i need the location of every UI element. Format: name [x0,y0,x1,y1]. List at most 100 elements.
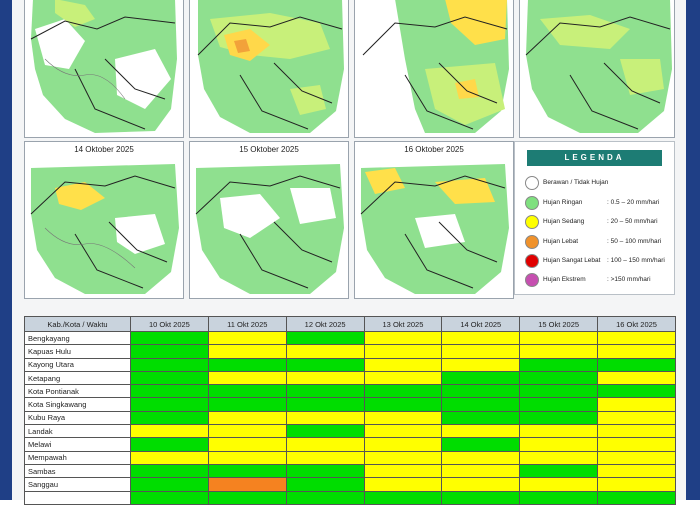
header-date: 15 Okt 2025 [519,316,599,332]
forecast-cell [207,463,287,479]
forecast-cell [441,424,521,439]
forecast-cell [285,424,365,439]
table-row: Sambas [24,463,676,479]
map-date-label: 14 Oktober 2025 [74,145,134,154]
forecast-cell [130,370,209,386]
header-date: 16 Okt 2025 [597,316,676,332]
forecast-cell [597,477,676,492]
right-border-strip [686,0,700,500]
region-name: Sambas [24,463,131,479]
legend-item: Hujan Sedang : 20 – 50 mm/hari [525,215,675,229]
table-row: Bengkayang [24,330,676,346]
map-graphic [190,158,348,298]
legend-range: : 100 – 150 mm/hari [607,257,665,264]
legend-item: Berawan / Tidak Hujan [525,176,675,190]
legend-range: : >150 mm/hari [607,276,651,283]
forecast-cell [597,410,676,426]
forecast-cell [519,450,599,465]
rainfall-map-1 [24,0,184,138]
table-row: Sanggau [24,477,676,492]
map-graphic [190,0,348,137]
forecast-cell [519,344,599,359]
forecast-cell [130,330,209,346]
map-graphic [355,158,513,298]
forecast-cell [207,344,287,359]
table-row: Kota Singkawang [24,397,676,412]
forecast-cell [207,450,287,465]
header-date: 14 Okt 2025 [441,316,521,332]
region-name: Kapuas Hulu [24,344,131,359]
table-row: Kapuas Hulu [24,344,676,359]
forecast-table: Kab./Kota / Waktu 10 Okt 2025 11 Okt 202… [24,316,676,505]
header-date: 12 Okt 2025 [285,316,365,332]
region-name: Sanggau [24,477,131,492]
forecast-cell [130,410,209,426]
forecast-cell [519,384,599,399]
forecast-cell [363,397,443,412]
forecast-cell [285,397,365,412]
forecast-cell [363,370,443,386]
forecast-cell [285,463,365,479]
forecast-cell [441,344,521,359]
table-row: Kubu Raya [24,410,676,426]
forecast-cell [597,344,676,359]
forecast-cell [441,437,521,452]
forecast-cell [441,477,521,492]
legend-label: Hujan Ekstrem [543,276,586,283]
forecast-cell [441,450,521,465]
swatch-purple-icon [525,273,539,287]
rainfall-map-7: 16 Oktober 2025 [354,141,514,299]
header-region: Kab./Kota / Waktu [24,316,131,332]
legend-label: Hujan Ringan [543,199,583,206]
map-date-label: 16 Oktober 2025 [404,145,464,154]
legend-panel: LEGENDA Berawan / Tidak Hujan Hujan Ring… [514,141,675,295]
table-row: Kota Pontianak [24,384,676,399]
forecast-cell [285,450,365,465]
forecast-cell [519,490,599,505]
rainfall-map-2 [189,0,349,138]
region-name: Kota Pontianak [24,384,131,399]
map-graphic [355,0,513,137]
forecast-cell [285,357,365,372]
table-row: Kayong Utara [24,357,676,372]
table-row: Ketapang [24,370,676,386]
forecast-cell [207,477,287,492]
map-date-label: 15 Oktober 2025 [239,145,299,154]
forecast-cell [363,463,443,479]
forecast-cell [285,490,365,505]
forecast-cell [207,330,287,346]
region-name: Melawi [24,437,131,452]
left-border-strip [0,0,12,500]
forecast-cell [363,450,443,465]
swatch-orange-icon [525,235,539,249]
forecast-cell [597,330,676,346]
forecast-cell [130,477,209,492]
legend-label: Hujan Sedang [543,218,585,225]
forecast-cell [519,437,599,452]
map-graphic [520,0,674,137]
forecast-cell [597,397,676,412]
forecast-cell [130,344,209,359]
forecast-cell [285,384,365,399]
rainfall-map-6: 15 Oktober 2025 [189,141,349,299]
region-name: Kayong Utara [24,357,131,372]
header-date: 10 Okt 2025 [130,316,209,332]
legend-label: Hujan Lebat [543,238,579,245]
table-row [24,490,676,505]
forecast-cell [597,450,676,465]
forecast-cell [363,437,443,452]
region-name: Bengkayang [24,330,131,346]
forecast-cell [130,384,209,399]
forecast-cell [207,357,287,372]
region-name: Ketapang [24,370,131,386]
forecast-cell [519,357,599,372]
region-name: Kubu Raya [24,410,131,426]
table-header-row: Kab./Kota / Waktu 10 Okt 2025 11 Okt 202… [24,316,676,332]
forecast-cell [285,370,365,386]
table-body: Bengkayang Kapuas Hulu Kayong Utara Ketapan… [24,330,676,505]
forecast-cell [363,330,443,346]
forecast-cell [207,370,287,386]
region-name [24,490,131,505]
forecast-cell [285,437,365,452]
legend-range: : 50 – 100 mm/hari [607,238,662,245]
